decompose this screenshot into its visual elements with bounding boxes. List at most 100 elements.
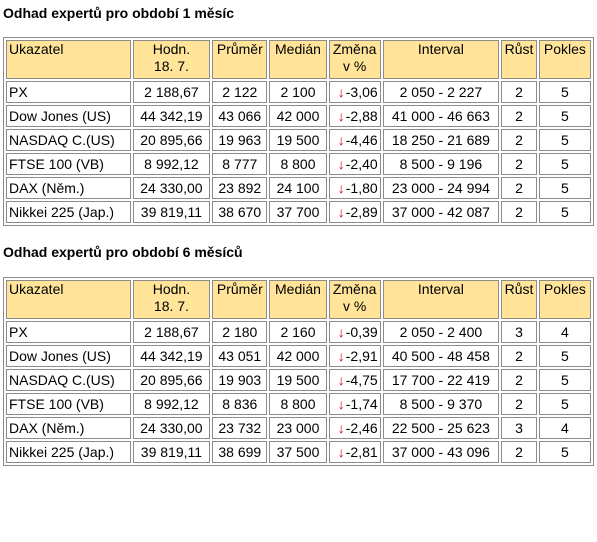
cell-down: 5 bbox=[538, 129, 591, 151]
cell-avg: 8 777 bbox=[212, 153, 268, 175]
cell-name: DAX (Něm.) bbox=[6, 417, 131, 439]
cell-down: 5 bbox=[538, 105, 591, 127]
cell-up: 3 bbox=[501, 417, 537, 439]
table-row: PX 2 188,67 2 122 2 100 ↓-3,06 2 050 - 2… bbox=[6, 81, 591, 103]
header-zmena: Změna v % bbox=[328, 40, 381, 79]
cell-interval: 37 000 - 42 087 bbox=[382, 201, 500, 223]
cell-down: 5 bbox=[538, 201, 591, 223]
cell-interval: 18 250 - 21 689 bbox=[382, 129, 500, 151]
table-row: PX 2 188,67 2 180 2 160 ↓-0,39 2 050 - 2… bbox=[6, 321, 591, 343]
cell-down: 5 bbox=[538, 369, 591, 391]
down-arrow-icon: ↓ bbox=[337, 132, 345, 148]
cell-median: 19 500 bbox=[269, 129, 327, 151]
forecast-table-1m: Ukazatel Hodn. 18. 7. Průměr Medián Změna… bbox=[3, 37, 594, 226]
down-arrow-icon: ↓ bbox=[337, 396, 345, 412]
cell-value: 2 188,67 bbox=[132, 321, 211, 343]
table-row: Dow Jones (US) 44 342,19 43 051 42 000 ↓… bbox=[6, 345, 591, 367]
cell-change: ↓-2,89 bbox=[328, 201, 381, 223]
cell-name: FTSE 100 (VB) bbox=[6, 393, 131, 415]
cell-name: FTSE 100 (VB) bbox=[6, 153, 131, 175]
header-pokles: Pokles bbox=[538, 280, 591, 319]
cell-down: 4 bbox=[538, 321, 591, 343]
header-rust: Růst bbox=[501, 280, 537, 319]
cell-up: 2 bbox=[501, 393, 537, 415]
forecast-table-6m: Ukazatel Hodn. 18. 7. Průměr Medián Změna… bbox=[3, 277, 594, 466]
cell-value: 8 992,12 bbox=[132, 393, 211, 415]
cell-change: ↓-2,91 bbox=[328, 345, 381, 367]
header-pokles: Pokles bbox=[538, 40, 591, 79]
cell-value: 24 330,00 bbox=[132, 177, 211, 199]
cell-name: Nikkei 225 (Jap.) bbox=[6, 201, 131, 223]
down-arrow-icon: ↓ bbox=[337, 324, 345, 340]
down-arrow-icon: ↓ bbox=[337, 108, 345, 124]
down-arrow-icon: ↓ bbox=[337, 444, 345, 460]
cell-value: 20 895,66 bbox=[132, 129, 211, 151]
table-row: DAX (Něm.) 24 330,00 23 732 23 000 ↓-2,4… bbox=[6, 417, 591, 439]
cell-median: 23 000 bbox=[269, 417, 327, 439]
header-interval: Interval bbox=[382, 40, 500, 79]
cell-up: 2 bbox=[501, 441, 537, 463]
cell-interval: 37 000 - 43 096 bbox=[382, 441, 500, 463]
cell-change: ↓-2,88 bbox=[328, 105, 381, 127]
cell-median: 42 000 bbox=[269, 105, 327, 127]
cell-median: 24 100 bbox=[269, 177, 327, 199]
cell-avg: 43 066 bbox=[212, 105, 268, 127]
cell-value: 44 342,19 bbox=[132, 105, 211, 127]
header-median: Medián bbox=[269, 40, 327, 79]
cell-avg: 38 699 bbox=[212, 441, 268, 463]
header-ukazatel: Ukazatel bbox=[6, 40, 131, 79]
table-row: DAX (Něm.) 24 330,00 23 892 24 100 ↓-1,8… bbox=[6, 177, 591, 199]
down-arrow-icon: ↓ bbox=[337, 420, 345, 436]
cell-avg: 19 903 bbox=[212, 369, 268, 391]
cell-median: 2 160 bbox=[269, 321, 327, 343]
header-hodnota: Hodn. 18. 7. bbox=[132, 40, 211, 79]
cell-interval: 17 700 - 22 419 bbox=[382, 369, 500, 391]
cell-median: 37 700 bbox=[269, 201, 327, 223]
down-arrow-icon: ↓ bbox=[337, 348, 345, 364]
cell-name: DAX (Něm.) bbox=[6, 177, 131, 199]
cell-avg: 38 670 bbox=[212, 201, 268, 223]
cell-name: Nikkei 225 (Jap.) bbox=[6, 441, 131, 463]
header-prumer: Průměr bbox=[212, 280, 268, 319]
cell-interval: 22 500 - 25 623 bbox=[382, 417, 500, 439]
header-zmena: Změna v % bbox=[328, 280, 381, 319]
cell-up: 2 bbox=[501, 201, 537, 223]
table-row: FTSE 100 (VB) 8 992,12 8 836 8 800 ↓-1,7… bbox=[6, 393, 591, 415]
down-arrow-icon: ↓ bbox=[337, 84, 345, 100]
cell-median: 2 100 bbox=[269, 81, 327, 103]
cell-change: ↓-1,80 bbox=[328, 177, 381, 199]
cell-change: ↓-2,40 bbox=[328, 153, 381, 175]
cell-name: NASDAQ C.(US) bbox=[6, 369, 131, 391]
cell-down: 5 bbox=[538, 177, 591, 199]
down-arrow-icon: ↓ bbox=[337, 156, 345, 172]
cell-up: 2 bbox=[501, 105, 537, 127]
cell-avg: 23 732 bbox=[212, 417, 268, 439]
cell-value: 39 819,11 bbox=[132, 201, 211, 223]
section-title-1m: Odhad expertů pro období 1 měsíc bbox=[3, 5, 235, 21]
table-row: Nikkei 225 (Jap.) 39 819,11 38 699 37 50… bbox=[6, 441, 591, 463]
cell-value: 20 895,66 bbox=[132, 369, 211, 391]
header-interval: Interval bbox=[382, 280, 500, 319]
cell-interval: 2 050 - 2 227 bbox=[382, 81, 500, 103]
cell-interval: 2 050 - 2 400 bbox=[382, 321, 500, 343]
cell-avg: 8 836 bbox=[212, 393, 268, 415]
cell-name: NASDAQ C.(US) bbox=[6, 129, 131, 151]
cell-interval: 8 500 - 9 370 bbox=[382, 393, 500, 415]
cell-change: ↓-2,81 bbox=[328, 441, 381, 463]
down-arrow-icon: ↓ bbox=[337, 204, 345, 220]
cell-up: 2 bbox=[501, 369, 537, 391]
cell-median: 8 800 bbox=[269, 153, 327, 175]
table-row: Nikkei 225 (Jap.) 39 819,11 38 670 37 70… bbox=[6, 201, 591, 223]
cell-down: 5 bbox=[538, 81, 591, 103]
cell-down: 4 bbox=[538, 417, 591, 439]
cell-name: PX bbox=[6, 81, 131, 103]
cell-avg: 23 892 bbox=[212, 177, 268, 199]
cell-change: ↓-3,06 bbox=[328, 81, 381, 103]
cell-value: 8 992,12 bbox=[132, 153, 211, 175]
table-row: FTSE 100 (VB) 8 992,12 8 777 8 800 ↓-2,4… bbox=[6, 153, 591, 175]
cell-interval: 41 000 - 46 663 bbox=[382, 105, 500, 127]
cell-change: ↓-0,39 bbox=[328, 321, 381, 343]
header-hodnota: Hodn. 18. 7. bbox=[132, 280, 211, 319]
table-header-row: Ukazatel Hodn. 18. 7. Průměr Medián Změna… bbox=[6, 40, 591, 79]
cell-name: Dow Jones (US) bbox=[6, 105, 131, 127]
